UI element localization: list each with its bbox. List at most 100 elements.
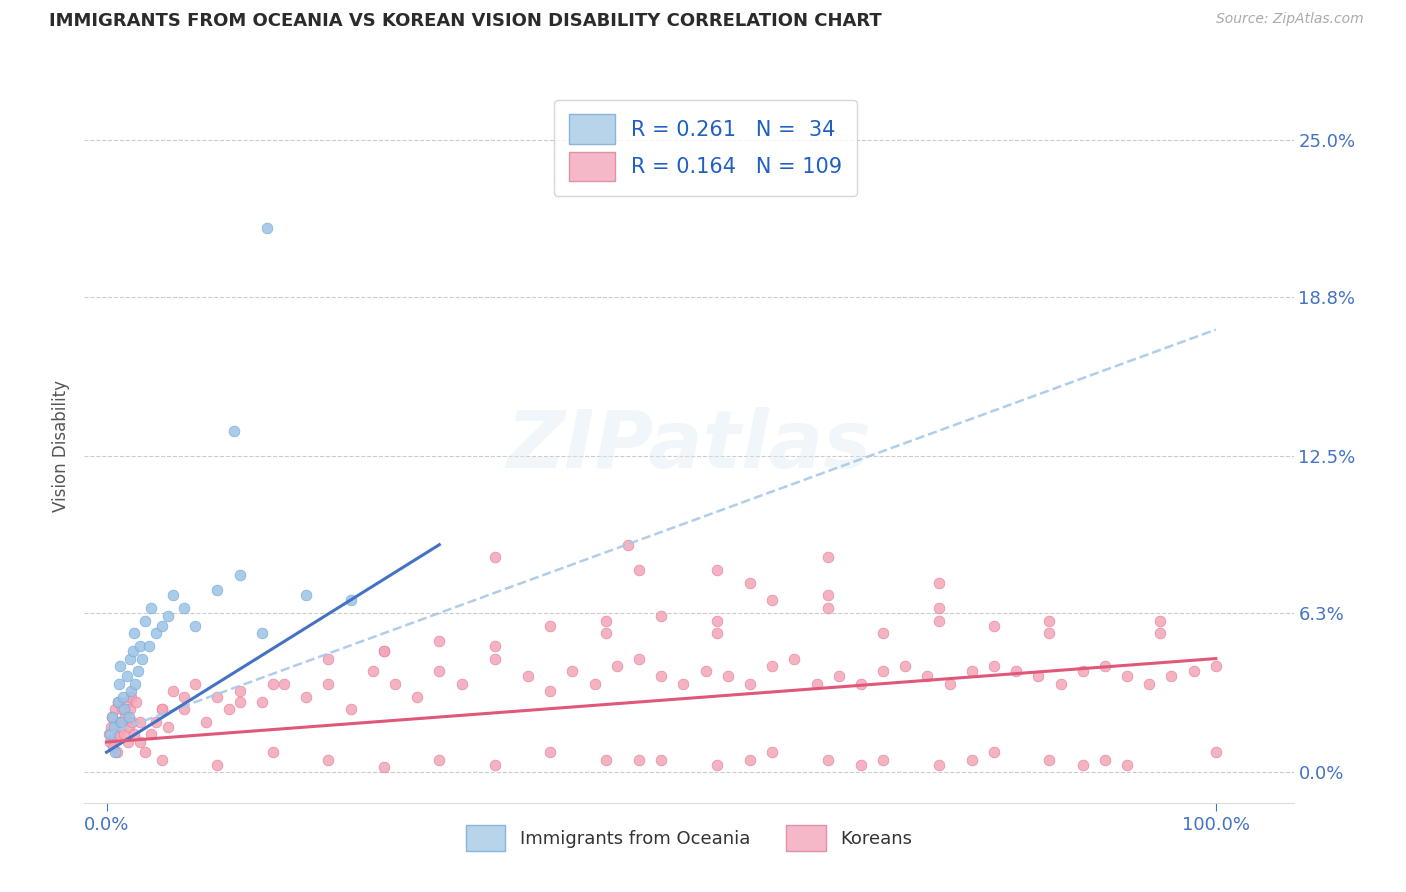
Point [427, 753, 450, 767]
Point [184, 618, 207, 632]
Y-axis label: Vision Disability: Vision Disability [52, 380, 70, 512]
Point [1094, 659, 1116, 673]
Point [150, 702, 173, 716]
Point [339, 593, 361, 607]
Point [1116, 757, 1139, 772]
Point [373, 644, 395, 658]
Point [1071, 757, 1094, 772]
Point [207, 757, 229, 772]
Point [1182, 664, 1205, 678]
Point [118, 651, 141, 665]
Point [112, 690, 135, 704]
Point [110, 720, 132, 734]
Point [894, 659, 917, 673]
Point [262, 745, 284, 759]
Point [131, 651, 153, 665]
Point [207, 690, 229, 704]
Point [173, 601, 195, 615]
Point [224, 424, 246, 438]
Point [983, 745, 1005, 759]
Point [817, 753, 839, 767]
Point [450, 677, 472, 691]
Point [156, 608, 179, 623]
Point [120, 690, 142, 704]
Point [120, 684, 142, 698]
Point [138, 639, 160, 653]
Point [117, 735, 139, 749]
Point [295, 588, 318, 602]
Point [97, 727, 120, 741]
Point [98, 735, 121, 749]
Point [124, 727, 146, 741]
Point [517, 669, 540, 683]
Point [318, 753, 340, 767]
Point [112, 727, 135, 741]
Point [595, 614, 617, 628]
Point [1149, 626, 1171, 640]
Point [128, 735, 150, 749]
Point [627, 753, 650, 767]
Point [118, 710, 141, 724]
Point [538, 618, 561, 632]
Point [250, 695, 273, 709]
Point [145, 626, 167, 640]
Point [107, 727, 129, 741]
Point [960, 664, 983, 678]
Point [1137, 677, 1160, 691]
Point [125, 695, 148, 709]
Point [1038, 626, 1060, 640]
Point [115, 669, 138, 683]
Point [107, 677, 129, 691]
Point [928, 757, 950, 772]
Point [1160, 669, 1182, 683]
Point [828, 669, 851, 683]
Point [121, 714, 143, 729]
Point [872, 626, 894, 640]
Point [100, 720, 122, 734]
Point [373, 760, 395, 774]
Point [173, 702, 195, 716]
Point [650, 608, 672, 623]
Point [928, 614, 950, 628]
Text: Source: ZipAtlas.com: Source: ZipAtlas.com [1216, 12, 1364, 27]
Point [145, 714, 167, 729]
Point [595, 753, 617, 767]
Point [250, 626, 273, 640]
Point [118, 702, 141, 716]
Point [98, 727, 121, 741]
Point [928, 575, 950, 590]
Point [110, 714, 132, 729]
Point [195, 714, 218, 729]
Point [717, 669, 740, 683]
Point [650, 669, 672, 683]
Point [118, 720, 141, 734]
Point [162, 588, 184, 602]
Point [104, 702, 127, 716]
Point [128, 639, 150, 653]
Point [917, 669, 939, 683]
Point [273, 677, 295, 691]
Point [595, 626, 617, 640]
Point [107, 695, 129, 709]
Point [484, 651, 506, 665]
Point [150, 702, 173, 716]
Point [115, 695, 138, 709]
Point [112, 702, 135, 716]
Point [318, 677, 340, 691]
Point [406, 690, 429, 704]
Point [1116, 669, 1139, 683]
Point [103, 727, 125, 741]
Point [806, 677, 828, 691]
Point [606, 659, 628, 673]
Point [218, 702, 240, 716]
Point [761, 659, 783, 673]
Point [139, 727, 162, 741]
Point [672, 677, 695, 691]
Point [761, 593, 783, 607]
Point [427, 664, 450, 678]
Point [1005, 664, 1028, 678]
Point [583, 677, 606, 691]
Point [127, 664, 149, 678]
Point [1028, 669, 1050, 683]
Point [738, 753, 761, 767]
